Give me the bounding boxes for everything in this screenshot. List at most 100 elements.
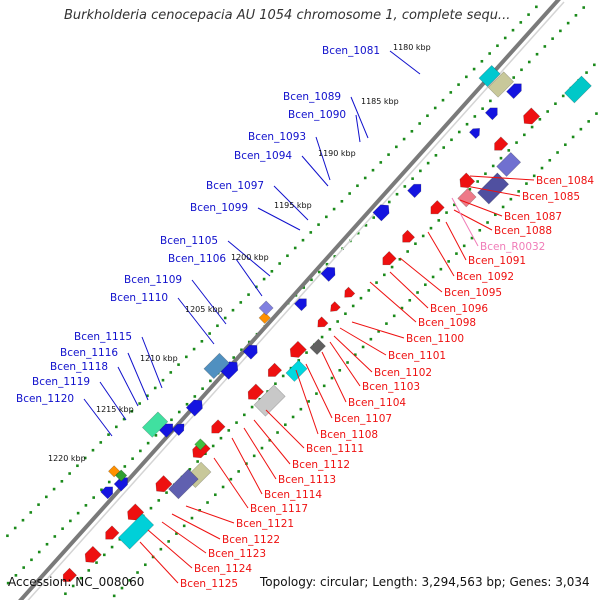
tick-dot: [540, 166, 544, 170]
leader-bcen-r0032: [451, 197, 479, 247]
tick-dot: [433, 106, 437, 110]
tick-dot: [138, 402, 141, 405]
tick-dot: [372, 216, 376, 219]
tick-dot: [60, 480, 64, 483]
tick-dot: [169, 371, 173, 374]
gene-label-bcen-1098: Bcen_1098: [418, 317, 476, 329]
leader-bcen-1103: [329, 341, 361, 387]
tick-dot: [37, 550, 41, 554]
gene-label-bcen-1119: Bcen_1119: [32, 376, 90, 388]
gene-label-bcen-1120: Bcen_1120: [16, 393, 74, 405]
tick-dot: [232, 356, 235, 359]
leader-bcen-1092: [427, 231, 455, 277]
gene-label-bcen-1118: Bcen_1118: [50, 361, 108, 373]
tick-dot: [582, 6, 586, 9]
tick-dot: [247, 293, 250, 296]
tick-dot: [398, 257, 402, 261]
kbp-label-1200-kbp: 1200 kbp: [231, 253, 269, 262]
map-title: Burkholderia cenocepacia AU 1054 chromos…: [64, 8, 511, 23]
tick-dot: [468, 187, 472, 191]
tick-dot: [92, 496, 95, 499]
tick-dot: [231, 308, 235, 312]
reverse-gene-arrow: [402, 229, 416, 243]
forward-gene-arrow: [158, 423, 174, 438]
tick-dot: [494, 213, 497, 217]
gene-label-bcen-1109: Bcen_1109: [124, 274, 182, 286]
forward-gene-arrow: [242, 344, 258, 360]
gene-label-bcen-1110: Bcen_1110: [110, 292, 168, 304]
tick-dot: [439, 267, 443, 271]
reverse-gene-box: [477, 172, 510, 205]
tick-dot: [128, 579, 132, 582]
tick-dot: [112, 594, 116, 598]
tick-dot: [371, 168, 375, 172]
tick-dot: [419, 169, 422, 173]
tick-dot: [315, 392, 318, 395]
tick-dot: [520, 68, 523, 72]
tick-dot: [131, 457, 134, 460]
kbp-label-1185-kbp: 1185 kbp: [361, 97, 399, 106]
tick-dot: [320, 335, 324, 339]
gene-label-bcen-1087: Bcen_1087: [504, 211, 562, 223]
tick-dot: [255, 285, 258, 289]
tick-dot: [457, 83, 460, 86]
tick-dot: [395, 145, 398, 149]
tick-dot: [302, 286, 306, 289]
gene-label-bcen-1092: Bcen_1092: [456, 271, 514, 283]
tick-dot: [45, 542, 49, 546]
tick-dot: [344, 312, 347, 316]
gene-label-bcen-1124: Bcen_1124: [194, 563, 252, 575]
tick-dot: [227, 429, 231, 432]
tick-dot: [385, 322, 388, 325]
tick-dot: [208, 332, 211, 335]
tick-dot: [532, 174, 536, 178]
tick-dot: [332, 207, 336, 211]
tick-dot: [484, 172, 487, 176]
tick-dot: [61, 527, 64, 530]
forward-gene-arrow: [372, 204, 390, 222]
reverse-gene-box: [117, 513, 155, 550]
gene-label-bcen-1117: Bcen_1117: [250, 503, 308, 515]
tick-dot: [554, 102, 557, 106]
forward-gene-box: [478, 65, 501, 88]
tick-dot: [157, 499, 161, 502]
tick-dot: [139, 449, 142, 453]
tick-dot: [243, 413, 246, 417]
reverse-gene-arrow: [84, 545, 102, 563]
leader-bcen-1090: [355, 114, 361, 143]
tick-dot: [21, 518, 25, 522]
tick-dot: [268, 438, 272, 442]
tick-dot: [377, 330, 380, 333]
forward-gene-arrow: [100, 486, 113, 500]
kbp-label-1215-kbp: 1215 kbp: [96, 405, 134, 414]
tick-dot: [185, 355, 188, 359]
tick-dot: [559, 29, 562, 33]
leader-bcen-1104: [321, 351, 347, 403]
tick-dot: [426, 114, 429, 118]
tick-dot: [501, 205, 505, 209]
tick-dot: [278, 262, 281, 265]
tick-dot: [317, 223, 320, 226]
chromosome-backbone: [18, 0, 565, 600]
tick-dot: [161, 378, 165, 382]
leader-bcen-1120: [83, 398, 113, 437]
tick-dot: [364, 224, 368, 227]
reverse-gene-arrow: [155, 475, 173, 493]
leader-bcen-1111: [265, 409, 305, 449]
reverse-gene-arrow: [267, 362, 283, 377]
tick-dot: [185, 402, 189, 406]
reverse-gene-arrow: [247, 383, 265, 400]
tick-dot: [144, 563, 147, 567]
backbone-line: [18, 0, 561, 600]
leader-bcen-1095: [399, 257, 443, 293]
tick-dot: [68, 472, 71, 475]
tick-dot: [535, 52, 539, 56]
gene-label-bcen-1108: Bcen_1108: [320, 429, 378, 441]
leader-bcen-1115: [141, 336, 163, 389]
leader-bcen-1107: [305, 363, 333, 419]
tick-dot: [91, 448, 95, 452]
tick-dot: [79, 576, 83, 580]
tick-dot: [84, 504, 88, 507]
